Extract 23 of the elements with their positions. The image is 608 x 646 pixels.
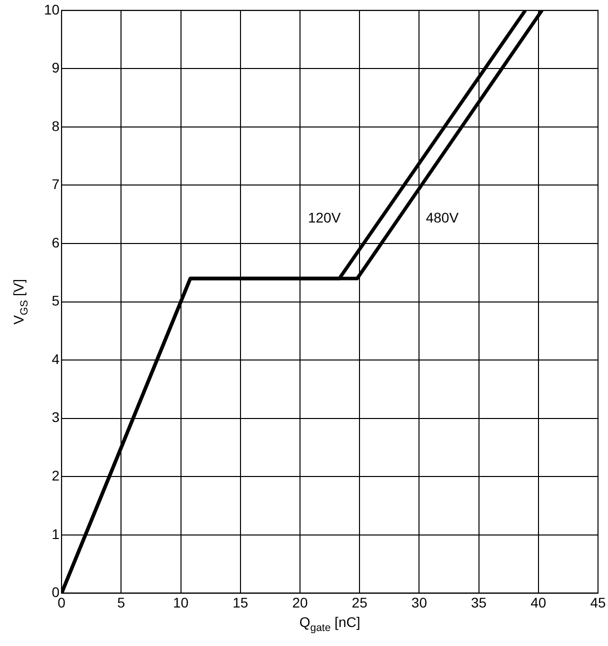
y-tick-label: 9 — [52, 60, 60, 76]
y-tick-label: 4 — [52, 350, 60, 367]
y-tick-label: 3 — [52, 409, 60, 426]
x-tick-label: 40 — [530, 594, 546, 610]
x-tick-label: 35 — [471, 594, 487, 610]
x-tick-label: 20 — [292, 594, 308, 610]
text: 120V — [308, 209, 342, 226]
x-tick-label: 5 — [117, 594, 126, 610]
y-tick-label: 8 — [52, 118, 60, 134]
x-tick-label: 25 — [352, 594, 368, 610]
x-tick-label: 45 — [590, 594, 606, 610]
y-tick-label: 5 — [52, 292, 60, 309]
x-tick-label: 10 — [172, 594, 189, 610]
y-tick-label: 1 — [52, 526, 60, 542]
x-tick-label: 30 — [411, 594, 428, 610]
y-tick-label: 2 — [52, 468, 60, 484]
series-label: 480V — [426, 209, 460, 226]
y-tick-label: 10 — [44, 1, 60, 18]
x-tick-label: 15 — [232, 594, 248, 610]
y-tick-label: 7 — [52, 176, 60, 192]
y-tick-label: 6 — [52, 234, 60, 250]
y-tick-label: 0 — [52, 584, 60, 600]
y-axis-title: VGS [V] — [10, 279, 30, 325]
